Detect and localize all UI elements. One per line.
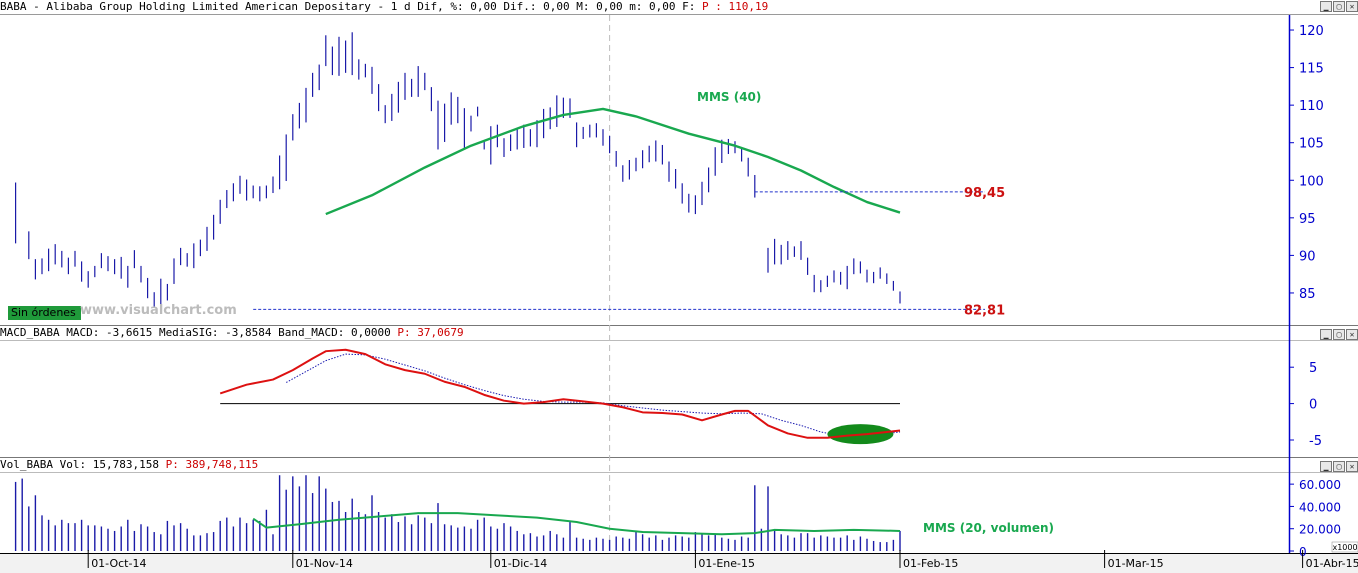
macd-line bbox=[219, 348, 901, 439]
y-tick-label: 105 bbox=[1299, 137, 1324, 152]
signal-line bbox=[285, 353, 901, 437]
minimize-button[interactable]: ▁ bbox=[1320, 329, 1332, 340]
interval: 1 d bbox=[390, 0, 411, 13]
x-tick-label: 01-Ene-15 bbox=[698, 557, 755, 570]
price-panel-buttons: ▁ ▢ ✕ bbox=[1320, 1, 1358, 13]
price-last: P : 110,19 bbox=[702, 0, 769, 13]
y-tick-label: 60.000 bbox=[1299, 478, 1341, 492]
close-button[interactable]: ✕ bbox=[1346, 1, 1358, 12]
y-tick-label: 95 bbox=[1299, 212, 1316, 227]
macd-label: MACD_BABA MACD: -3,6615 MediaSIG: -3,858… bbox=[0, 326, 391, 339]
y-tick-label: 110 bbox=[1299, 99, 1324, 114]
maximize-button[interactable]: ▢ bbox=[1333, 1, 1345, 12]
instrument-name: Alibaba Group Holding Limited American D… bbox=[46, 0, 371, 13]
macd-panel-header: MACD_BABA MACD: -3,6615 MediaSIG: -3,858… bbox=[0, 326, 464, 340]
y-tick-label: 115 bbox=[1299, 62, 1324, 77]
y-tick-label: 90 bbox=[1299, 249, 1316, 264]
watermark: www.visualchart.com bbox=[80, 303, 237, 318]
volume-mms-label: MMS (20, volumen) bbox=[923, 521, 1054, 535]
close-button[interactable]: ✕ bbox=[1346, 329, 1358, 340]
orders-badge: Sin órdenes bbox=[8, 306, 81, 320]
x-tick-label: 01-Abr-15 bbox=[1306, 557, 1358, 570]
macd-panel-buttons: ▁ ▢ ✕ bbox=[1320, 329, 1358, 341]
y-tick-label: 120 bbox=[1299, 24, 1324, 39]
volume-label: Vol_BABA Vol: 15,783,158 bbox=[0, 458, 159, 471]
x-tick-label: 01-Feb-15 bbox=[903, 557, 958, 570]
mms-40-label: MMS (40) bbox=[697, 90, 761, 104]
volume-mms-line bbox=[252, 512, 901, 536]
y-tick-label: 5 bbox=[1309, 361, 1317, 376]
x-tick-label: 01-Mar-15 bbox=[1108, 557, 1164, 570]
x-axis-strip bbox=[0, 554, 1358, 573]
y-tick-label: 0 bbox=[1309, 398, 1317, 413]
y-tick-label: -5 bbox=[1309, 434, 1322, 449]
ticker: BABA bbox=[0, 0, 27, 13]
level-label: 82,81 bbox=[964, 303, 1005, 318]
y-tick-label: 85 bbox=[1299, 287, 1316, 302]
mms-40-line bbox=[325, 107, 901, 216]
volume-last: P: 389,748,115 bbox=[165, 458, 259, 471]
y-tick-label: 40.000 bbox=[1299, 500, 1341, 514]
y-tick-label: 100 bbox=[1299, 174, 1324, 189]
macd-last: P: 37,0679 bbox=[397, 326, 464, 339]
y-tick-label: 20.000 bbox=[1299, 523, 1341, 537]
volume-panel-buttons: ▁ ▢ ✕ bbox=[1320, 461, 1358, 473]
x-tick-label: 01-Dic-14 bbox=[494, 557, 548, 570]
maximize-button[interactable]: ▢ bbox=[1333, 461, 1345, 472]
x-tick-label: 01-Oct-14 bbox=[91, 557, 146, 570]
unit-label: x1000 bbox=[1332, 543, 1357, 552]
minimize-button[interactable]: ▁ bbox=[1320, 1, 1332, 12]
x-tick-label: 01-Nov-14 bbox=[296, 557, 353, 570]
volume-panel-header: Vol_BABA Vol: 15,783,158 P: 389,748,115 bbox=[0, 458, 258, 472]
close-button[interactable]: ✕ bbox=[1346, 461, 1358, 472]
minimize-button[interactable]: ▁ bbox=[1320, 461, 1332, 472]
price-panel-header: BABA - Alibaba Group Holding Limited Ame… bbox=[0, 0, 769, 13]
price-stats: Dif, %: 0,00 Dif.: 0,00 M: 0,00 m: 0,00 … bbox=[417, 0, 696, 13]
maximize-button[interactable]: ▢ bbox=[1333, 329, 1345, 340]
unit-box bbox=[1331, 541, 1358, 553]
level-label: 98,45 bbox=[964, 186, 1005, 201]
